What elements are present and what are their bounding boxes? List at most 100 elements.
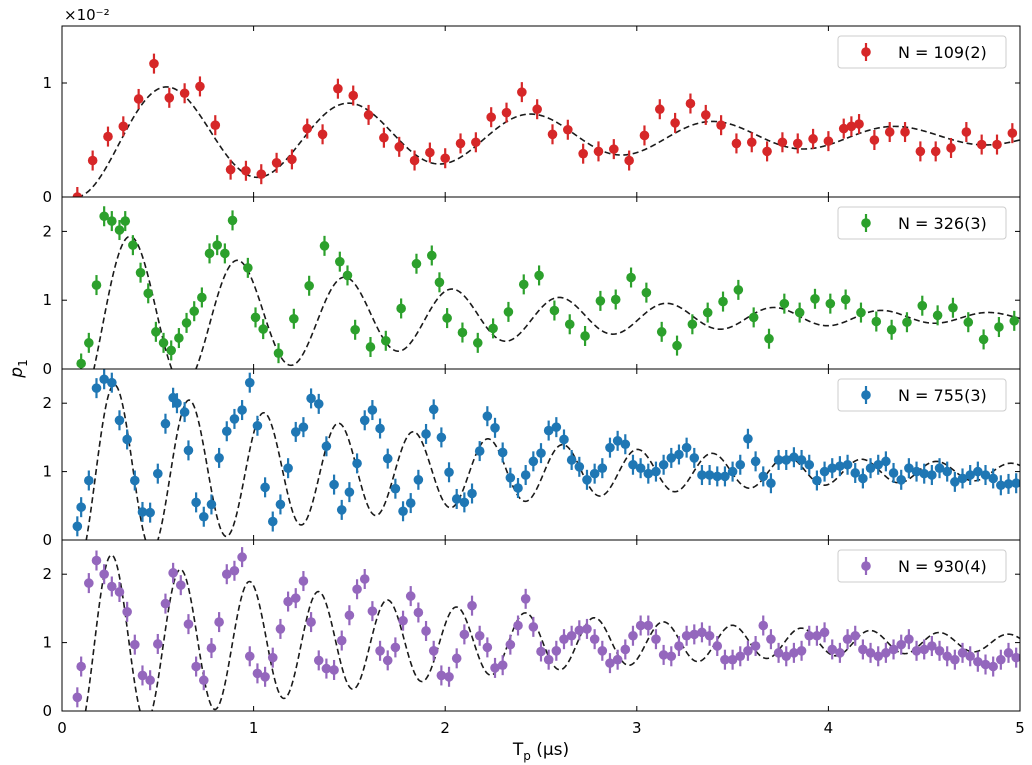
data-point	[130, 634, 140, 655]
data-point	[513, 478, 523, 499]
data-point	[980, 465, 991, 486]
data-point	[273, 343, 284, 364]
data-point	[153, 633, 163, 654]
data-point	[789, 642, 799, 663]
data-point	[819, 461, 830, 482]
y-tick-label: 2	[42, 394, 52, 412]
legend-label: N = 755(3)	[898, 386, 987, 405]
data-point	[1007, 123, 1018, 144]
data-point	[275, 494, 286, 515]
legend-label: N = 326(3)	[898, 214, 987, 233]
data-point	[988, 468, 998, 489]
data-point	[884, 122, 895, 143]
data-point	[733, 279, 744, 300]
data-point	[896, 469, 907, 490]
data-point	[91, 550, 102, 571]
data-point	[946, 137, 956, 158]
data-point	[961, 122, 972, 143]
data-point	[865, 458, 876, 479]
data-point	[639, 125, 650, 146]
data-point	[210, 115, 221, 136]
data-point	[298, 571, 309, 592]
y-tick-label: 0	[42, 188, 52, 206]
data-point	[641, 282, 652, 303]
data-point	[827, 639, 838, 660]
data-point	[658, 454, 669, 475]
data-point	[204, 243, 215, 264]
data-point	[750, 636, 761, 657]
data-point	[888, 462, 899, 483]
data-point	[712, 466, 723, 487]
data-point	[517, 82, 527, 103]
data-point	[183, 614, 194, 635]
data-point	[697, 622, 707, 643]
data-point	[329, 474, 339, 495]
legend: N = 326(3)	[837, 206, 1007, 240]
data-point	[394, 136, 405, 157]
data-point	[381, 330, 391, 351]
data-point	[513, 615, 523, 636]
data-point	[930, 141, 941, 162]
x-axis-label: Tp (µs)	[512, 740, 569, 763]
data-point	[336, 630, 347, 651]
data-point	[243, 257, 253, 278]
data-point	[965, 465, 975, 486]
data-point	[501, 102, 512, 123]
data-point	[350, 319, 360, 340]
data-point	[886, 319, 897, 340]
data-point	[428, 399, 439, 420]
data-point	[712, 636, 723, 657]
data-point	[137, 501, 148, 522]
data-point	[685, 93, 696, 114]
legend: N = 755(3)	[837, 378, 1007, 412]
data-point	[467, 483, 477, 504]
data-point	[99, 564, 109, 585]
data-point	[490, 417, 500, 438]
data-point	[352, 453, 362, 474]
data-point	[850, 462, 861, 483]
data-point	[563, 119, 573, 140]
data-point	[566, 625, 577, 646]
data-point	[172, 393, 182, 414]
data-point	[256, 164, 267, 185]
data-point	[518, 274, 529, 295]
data-point	[344, 605, 355, 626]
data-point	[114, 220, 125, 241]
panel-4: 0 1 2 N = 930(4)	[42, 539, 1021, 720]
data-point	[624, 150, 634, 171]
y-tick-label: 0	[42, 702, 52, 720]
data-point	[302, 118, 313, 139]
data-point	[595, 290, 606, 311]
data-point	[758, 615, 769, 636]
y-tick-label: 1	[42, 634, 52, 652]
data-point	[559, 429, 569, 450]
data-point	[84, 573, 94, 594]
data-point	[107, 372, 117, 393]
data-point	[405, 493, 416, 514]
data-point	[133, 88, 144, 109]
data-point	[766, 629, 776, 650]
panel-1: 0 1 N = 109(2) ×10⁻²	[42, 6, 1021, 206]
data-point	[543, 420, 554, 441]
data-point	[306, 612, 316, 633]
data-point	[335, 251, 345, 272]
data-point	[697, 465, 707, 486]
data-point	[398, 610, 408, 631]
data-point	[267, 511, 278, 532]
data-point	[451, 648, 462, 669]
data-point	[459, 624, 470, 645]
data-point	[950, 649, 960, 670]
data-point	[904, 458, 914, 479]
data-point	[689, 624, 700, 645]
data-point	[871, 311, 882, 332]
data-point	[804, 454, 815, 475]
data-point	[482, 406, 493, 427]
data-point	[1011, 647, 1020, 668]
data-point	[670, 112, 680, 133]
data-point	[114, 410, 125, 431]
data-point	[764, 328, 774, 349]
data-point	[359, 410, 370, 431]
data-point	[720, 649, 730, 670]
data-point	[413, 469, 424, 490]
data-point	[471, 132, 481, 153]
